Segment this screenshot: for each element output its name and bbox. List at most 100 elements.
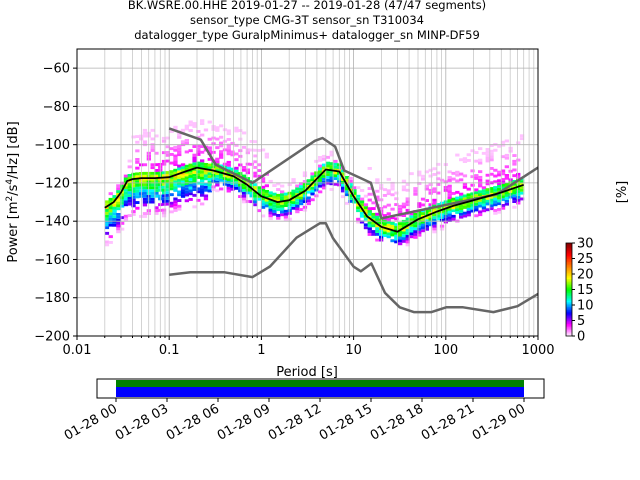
psd-density-cell	[398, 225, 403, 228]
psd-density-cell	[123, 191, 129, 195]
psd-density-cell	[257, 169, 262, 172]
psd-density-cell	[283, 215, 289, 219]
psd-density-cell	[219, 164, 224, 168]
psd-density-cell	[120, 204, 125, 208]
psd-density-cell	[253, 148, 258, 152]
psd-density-cell	[283, 195, 289, 199]
psd-density-cell	[215, 183, 220, 187]
colorbar-segment	[566, 246, 572, 249]
psd-density-cell	[142, 194, 148, 198]
psd-density-cell	[386, 232, 391, 236]
psd-density-cell	[192, 168, 197, 171]
psd-density-cell	[238, 186, 243, 190]
psd-density-cell	[268, 194, 273, 198]
psd-density-cell	[188, 175, 193, 178]
psd-density-cell	[131, 178, 136, 182]
psd-density-cell	[386, 229, 391, 233]
psd-density-cell	[478, 175, 483, 179]
psd-density-cell	[241, 166, 247, 169]
psd-density-cell	[169, 193, 174, 197]
psd-density-cell	[359, 209, 365, 212]
psd-density-cell	[200, 168, 205, 171]
psd-density-cell	[516, 172, 521, 176]
psd-density-cell	[123, 203, 129, 207]
psd-density-cell	[352, 186, 357, 190]
psd-density-cell	[321, 186, 327, 190]
psd-density-cell	[295, 196, 300, 199]
psd-density-cell	[398, 210, 403, 214]
mode-line	[104, 166, 524, 233]
psd-density-cell	[207, 172, 212, 176]
psd-density-cell	[459, 204, 464, 208]
psd-density-cell	[417, 182, 422, 185]
psd-density-cell	[260, 200, 266, 204]
psd-density-cell	[241, 131, 247, 135]
psd-density-cell	[310, 186, 315, 190]
psd-density-cell	[424, 187, 429, 191]
psd-density-cell	[142, 200, 148, 204]
psd-density-cell	[219, 124, 224, 128]
psd-density-cell	[127, 159, 132, 163]
colorbar-segment	[566, 244, 572, 247]
psd-density-cell	[200, 188, 205, 191]
psd-density-cell	[127, 179, 132, 183]
psd-density-cell	[466, 213, 471, 217]
psd-density-cell	[302, 191, 308, 195]
psd-density-cell	[203, 185, 209, 189]
psd-density-cell	[203, 165, 209, 169]
psd-density-cell	[462, 197, 468, 201]
psd-density-cell	[439, 178, 445, 182]
new-high-noise-model-line	[168, 127, 539, 220]
psd-density-cell	[196, 144, 201, 148]
colorbar-segment	[566, 289, 572, 292]
psd-density-cell	[333, 174, 338, 178]
psd-density-cell	[238, 149, 243, 153]
psd-density-cell	[295, 204, 300, 208]
psd-density-cell	[257, 189, 262, 192]
psd-density-cell	[177, 207, 182, 211]
psd-density-cell	[184, 150, 189, 154]
psd-density-cell	[390, 224, 395, 228]
colorbar-tick-label: 0	[577, 330, 585, 345]
psd-density-cell	[295, 187, 300, 191]
psd-density-cell	[200, 202, 205, 206]
psd-density-cell	[497, 185, 502, 188]
psd-density-cell	[215, 177, 220, 181]
psd-density-cell	[180, 169, 186, 172]
psd-density-cell	[497, 210, 502, 214]
psd-density-cell	[161, 177, 167, 180]
psd-density-cell	[516, 175, 521, 179]
psd-density-cell	[420, 177, 426, 181]
psd-density-cell	[508, 195, 513, 199]
psd-density-cell	[333, 162, 338, 166]
psd-density-cell	[180, 186, 186, 190]
psd-density-cell	[120, 227, 125, 231]
colorbar-segment	[566, 249, 572, 252]
psd-density-cell	[127, 165, 132, 169]
psd-density-cell	[249, 191, 254, 195]
psd-density-cell	[299, 199, 304, 203]
x-axis-ticks: 0.01 0.1 1 10 100 1000	[63, 336, 555, 358]
psd-density-cell	[161, 191, 167, 195]
psd-density-cell	[516, 187, 521, 191]
psd-density-cell	[203, 174, 209, 178]
psd-density-cell	[462, 203, 468, 206]
psd-density-cell	[424, 210, 429, 214]
psd-density-cell	[485, 153, 490, 157]
psd-density-cell	[245, 168, 250, 172]
psd-density-cell	[340, 195, 346, 199]
psd-density-cell	[310, 183, 315, 187]
psd-density-cell	[447, 199, 452, 202]
psd-density-cell	[192, 193, 197, 197]
psd-density-cell	[478, 213, 483, 217]
psd-density-cell	[500, 172, 506, 176]
psd-density-cell	[161, 208, 167, 212]
psd-density-cell	[161, 136, 167, 140]
psd-density-cell	[207, 189, 212, 193]
psd-density-cell	[127, 174, 132, 177]
psd-density-cell	[489, 201, 494, 205]
psd-density-cell	[192, 122, 197, 125]
psd-density-cell	[241, 191, 247, 195]
psd-density-cell	[382, 194, 388, 197]
psd-density-cell	[375, 178, 380, 182]
